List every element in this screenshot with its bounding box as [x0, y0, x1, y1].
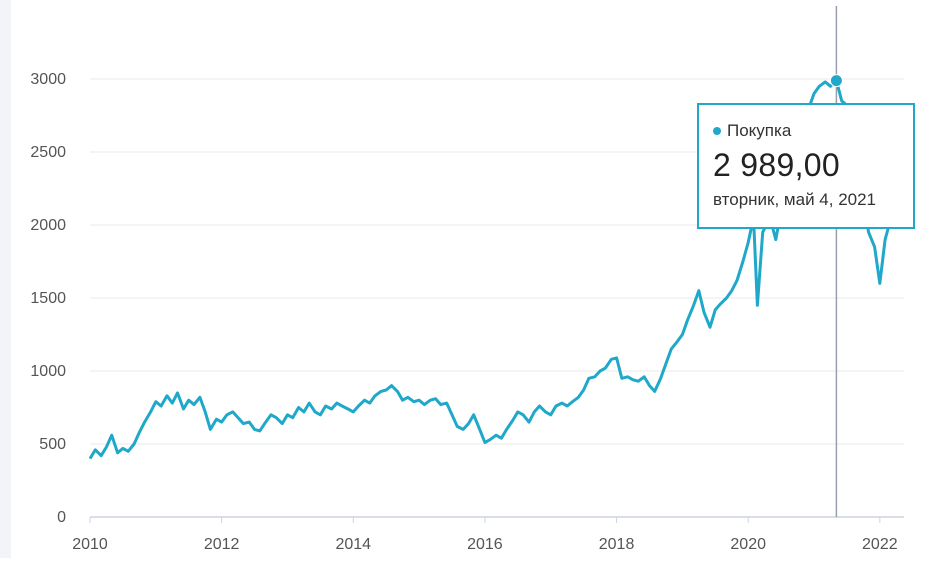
x-tick-label: 2010: [72, 536, 108, 553]
x-tick-label: 2018: [599, 536, 635, 553]
tooltip: Покупка 2 989,00 вторник, май 4, 2021: [697, 103, 915, 229]
y-tick-label: 0: [57, 509, 66, 526]
tooltip-series: Покупка: [713, 119, 913, 143]
x-tick-label: 2014: [335, 536, 371, 553]
tooltip-value: 2 989,00: [713, 147, 840, 183]
chart-left-frame: [0, 0, 11, 558]
highlight-point[interactable]: [829, 74, 843, 88]
y-tick-label: 1500: [30, 290, 66, 307]
x-axis-tick-labels: 2010 2012 2014 2016 2018 2020 2022: [72, 517, 898, 553]
y-tick-label: 2000: [30, 217, 66, 234]
series-line: [88, 79, 891, 460]
x-tick-label: 2012: [204, 536, 240, 553]
x-tick-label: 2020: [730, 536, 766, 553]
grid-lines: [90, 78, 904, 445]
tooltip-series-name: Покупка: [727, 121, 792, 140]
x-tick-label: 2016: [467, 536, 503, 553]
y-tick-label: 500: [39, 436, 66, 453]
x-tick-label: 2022: [862, 536, 898, 553]
y-tick-label: 1000: [30, 363, 66, 380]
series-dot-icon: [713, 127, 721, 135]
y-axis-tick-labels: 0 500 1000 1500 2000 2500 3000: [30, 71, 66, 526]
tooltip-date: вторник, май 4, 2021: [713, 190, 877, 209]
y-tick-label: 3000: [30, 71, 66, 88]
y-tick-label: 2500: [30, 144, 66, 161]
